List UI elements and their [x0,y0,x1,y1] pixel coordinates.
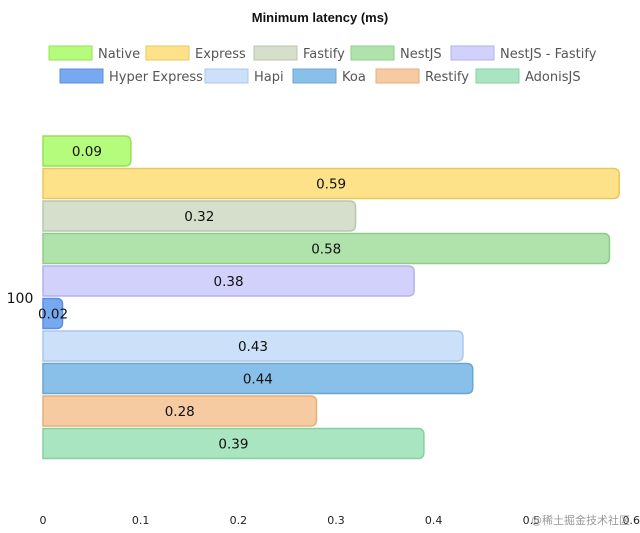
watermark: @稀土掘金技术社区 [531,513,630,527]
bar-adonisjs[interactable]: 0.39 [42,427,425,460]
x-tick-label: 0.6 [623,514,640,527]
bars: 0.09 0.59 0.32 0.58 0.38 0.02 0.43 0.44 0.28 0.39 [38,135,620,460]
bar-value-label: 0.02 [38,307,68,323]
bar-shape [42,362,474,395]
legend-label: Fastify [303,47,345,62]
legend-item-fastify[interactable]: Fastify [253,45,345,62]
bar-value-label: 0.09 [72,144,102,160]
legend-label: AdonisJS [525,70,581,85]
bar-value-label: 0.59 [316,177,346,193]
bar-native[interactable]: 0.09 [42,135,132,167]
legend-item-koa[interactable]: Koa [292,68,366,85]
legend-swatch [48,45,93,61]
legend-item-express[interactable]: Express [145,45,246,62]
legend-item-hapi[interactable]: Hapi [204,68,284,85]
legend-item-restify[interactable]: Restify [375,68,469,85]
x-axis-ticks: 0 0.1 0.2 0.3 0.4 0.5 0.6 [40,514,640,527]
bar-nestjs-fastify[interactable]: 0.38 [42,265,415,297]
bar-value-label: 0.28 [165,404,195,420]
bar-koa[interactable]: 0.44 [42,362,474,395]
legend-swatch [59,68,104,84]
legend-swatch [375,68,420,84]
category-label: 100 [7,291,34,307]
bar-shape [42,265,415,297]
chart-title: Minimum latency (ms) [252,10,389,25]
bar-value-label: 0.43 [238,339,268,355]
legend-swatch [350,45,395,61]
legend-label: NestJS - Fastify [500,47,597,62]
bar-fastify[interactable]: 0.32 [42,200,357,232]
legend-label: NestJS [400,47,442,62]
legend-item-adonisjs[interactable]: AdonisJS [475,68,581,85]
legend-swatch [253,45,298,61]
bar-value-label: 0.58 [311,242,341,258]
bar-shape [42,167,620,200]
bar-shape [42,330,464,362]
bar-hyper-express[interactable]: 0.02 [38,297,68,330]
bar-nestjs[interactable]: 0.58 [42,232,611,265]
legend-swatch [292,68,337,84]
x-tick-label: 0 [40,514,47,527]
x-tick-label: 0.2 [230,514,248,527]
bar-shape [42,395,318,427]
legend-item-hyper-express[interactable]: Hyper Express [59,68,203,85]
bar-restify[interactable]: 0.28 [42,395,318,427]
legend-label: Koa [342,70,366,85]
bar-express[interactable]: 0.59 [42,167,620,200]
bar-shape [42,135,132,167]
legend-label: Hapi [254,70,284,85]
bar-shape [42,427,425,460]
bar-value-label: 0.44 [243,372,273,388]
legend: Native Express Fastify NestJS NestJS - Fasti… [48,45,597,85]
legend-item-nestjs[interactable]: NestJS [350,45,442,62]
legend-label: Restify [425,70,469,85]
legend-label: Express [195,47,246,62]
legend-swatch [450,45,495,61]
bar-shape [42,297,64,330]
legend-item-native[interactable]: Native [48,45,140,62]
bar-shape [42,232,611,265]
legend-item-nestjs-fastify[interactable]: NestJS - Fastify [450,45,597,62]
legend-swatch [204,68,249,84]
bar-shape [42,200,357,232]
bar-hapi[interactable]: 0.43 [42,330,464,362]
legend-label: Native [98,47,140,62]
x-tick-label: 0.4 [425,514,443,527]
bar-value-label: 0.32 [184,209,214,225]
legend-swatch [475,68,520,84]
x-tick-label: 0.1 [132,514,150,527]
x-tick-label: 0.3 [327,514,345,527]
legend-swatch [145,45,190,61]
bar-value-label: 0.38 [214,274,244,290]
legend-label: Hyper Express [109,70,203,85]
bar-value-label: 0.39 [218,437,248,453]
x-tick-label: 0.5 [523,514,541,527]
